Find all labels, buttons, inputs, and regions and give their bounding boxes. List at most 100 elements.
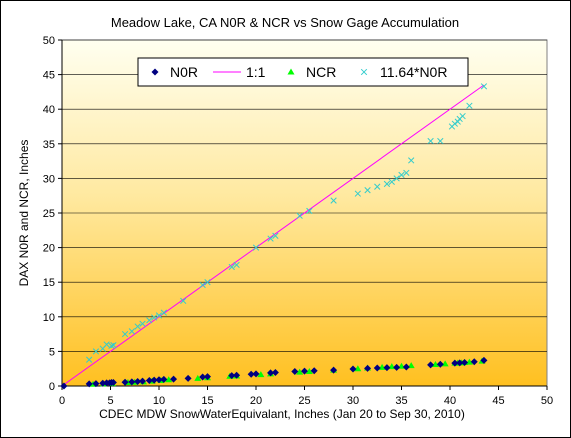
x-tick-label: 20 [250, 395, 262, 407]
point-n0r [247, 370, 255, 378]
point-ncr [441, 360, 449, 367]
point-n0r [291, 367, 299, 375]
point-ncr [354, 365, 362, 372]
y-tick-label: 40 [43, 104, 55, 116]
x-tick-label: 40 [444, 395, 456, 407]
point-11-64-n0r [228, 263, 235, 271]
point-n0r [228, 372, 236, 380]
point-11-64-n0r [383, 180, 391, 188]
point-n0r [373, 364, 381, 372]
point-n0r [145, 376, 153, 384]
point-11-64-n0r [454, 118, 461, 125]
point-11-64-n0r [330, 197, 337, 204]
point-n0r [252, 370, 260, 378]
point-11-64-n0r [267, 235, 274, 242]
data-marks [60, 83, 488, 390]
point-11-64-n0r [150, 314, 158, 321]
point-11-64-n0r [110, 342, 117, 349]
point-11-64-n0r [466, 102, 473, 109]
point-n0r [383, 364, 391, 372]
point-n0r [204, 373, 211, 381]
x-tick-label: 45 [492, 395, 504, 407]
point-n0r [160, 375, 168, 383]
legend-label-ncr: NCR [306, 64, 336, 80]
point-n0r [99, 379, 107, 387]
legend-label-1-1: 1:1 [246, 64, 266, 80]
point-n0r [233, 371, 241, 379]
point-11-64-n0r [437, 137, 444, 145]
point-n0r [364, 364, 372, 372]
point-n0r [170, 375, 178, 383]
point-ncr [165, 376, 173, 383]
axes [58, 39, 548, 390]
y-tick-labels: 0 5 10 15 20 25 30 35 40 45 50 [43, 35, 55, 393]
x-tick-label: 50 [541, 395, 553, 407]
legend-label-11-64-n0r: 11.64*N0R [380, 64, 447, 80]
point-11-64-n0r [393, 175, 400, 182]
point-ncr [296, 368, 304, 375]
x-tick-label: 0 [59, 395, 65, 407]
point-n0r [427, 361, 435, 369]
point-n0r [349, 365, 357, 373]
point-11-64-n0r [354, 190, 362, 197]
point-11-64-n0r [364, 187, 371, 194]
point-11-64-n0r [408, 157, 415, 164]
y-tick-label: 20 [43, 243, 55, 255]
x-tick-label: 35 [395, 395, 407, 407]
point-ncr [465, 358, 473, 365]
x-axis-title: CDEC MDW SnowWaterEquivalant, Inches (Ja… [99, 407, 465, 421]
point-11-64-n0r [128, 328, 135, 335]
point-n0r [330, 366, 338, 374]
y-tick-label: 10 [43, 312, 55, 324]
point-11-64-n0r [403, 169, 410, 177]
point-n0r [456, 359, 464, 367]
point-n0r [139, 377, 147, 385]
y-tick-label: 0 [49, 381, 55, 393]
legend-swatch-11-64-n0r [360, 68, 368, 76]
y-tick-label: 45 [43, 70, 55, 82]
chart-title: Meadow Lake, CA N0R & NCR vs Snow Gage A… [111, 15, 459, 30]
point-11-64-n0r [146, 317, 153, 324]
y-tick-label: 35 [43, 139, 55, 151]
legend-label-n0r: N0R [170, 64, 198, 80]
point-11-64-n0r [180, 297, 187, 305]
x-tick-labels: 0 5 10 15 20 25 30 35 40 45 50 [59, 395, 553, 407]
legend-swatch-ncr [287, 68, 295, 75]
point-n0r [436, 360, 444, 368]
point-11-64-n0r [92, 348, 100, 355]
point-ncr [431, 361, 439, 368]
point-11-64-n0r [134, 323, 141, 330]
point-11-64-n0r [427, 137, 434, 145]
y-tick-label: 30 [43, 173, 55, 185]
point-11-64-n0r [155, 312, 163, 319]
point-11-64-n0r [388, 178, 395, 186]
point-ncr [194, 374, 202, 381]
x-tick-label: 30 [347, 395, 359, 407]
legend-box [137, 57, 469, 87]
point-ncr [257, 371, 265, 378]
point-11-64-n0r [86, 356, 93, 363]
point-n0r [480, 356, 488, 364]
point-11-64-n0r [121, 330, 129, 338]
point-11-64-n0r [204, 279, 211, 286]
point-n0r [121, 378, 129, 386]
y-tick-label: 15 [43, 277, 55, 289]
point-ncr [305, 367, 313, 374]
point-11-64-n0r [296, 212, 303, 219]
point-n0r [150, 376, 158, 384]
point-n0r [451, 359, 459, 367]
point-n0r [470, 358, 478, 366]
point-11-64-n0r [199, 281, 206, 289]
point-n0r [199, 373, 207, 381]
point-11-64-n0r [374, 183, 381, 190]
point-n0r [393, 363, 401, 371]
x-tick-label: 10 [153, 395, 165, 407]
point-n0r [60, 382, 68, 390]
point-n0r [461, 358, 469, 366]
point-11-64-n0r [108, 342, 115, 350]
y-axis-title: DAX N0R and NCR, Inches [17, 140, 31, 287]
point-11-64-n0r [451, 120, 459, 127]
point-n0r [271, 369, 279, 377]
point-n0r [92, 380, 100, 388]
